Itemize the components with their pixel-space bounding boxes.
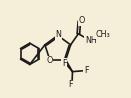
Text: O: O [46, 56, 53, 65]
Text: F: F [62, 59, 66, 68]
Text: NH: NH [85, 36, 97, 45]
Text: F: F [69, 80, 73, 89]
Text: F: F [84, 66, 88, 75]
Text: N: N [55, 30, 61, 39]
Text: O: O [79, 16, 85, 25]
Text: CH₃: CH₃ [95, 30, 110, 39]
